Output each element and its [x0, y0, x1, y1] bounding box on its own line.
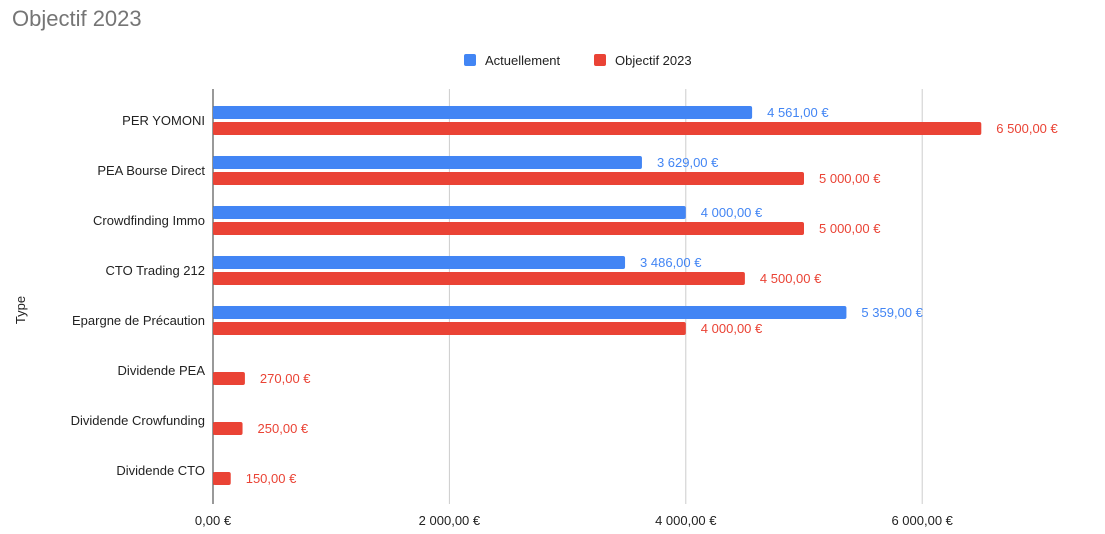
- category-label: Dividende CTO: [116, 463, 205, 478]
- category-label: PEA Bourse Direct: [97, 163, 205, 178]
- category-labels: PER YOMONI PEA Bourse Direct Crowdfinding …: [71, 113, 206, 478]
- bars: [213, 106, 982, 485]
- x-tick-label: 6 000,00 €: [891, 513, 953, 528]
- legend-label: Objectif 2023: [615, 53, 692, 68]
- bar-objectif: [213, 472, 231, 485]
- bar-objectif: [213, 122, 982, 135]
- legend-label: Actuellement: [485, 53, 561, 68]
- category-label: PER YOMONI: [122, 113, 205, 128]
- bar-actuellement: [213, 256, 626, 269]
- data-label: 4 000,00 €: [701, 321, 763, 336]
- data-label: 150,00 €: [246, 471, 297, 486]
- chart-title: Objectif 2023: [12, 6, 142, 31]
- bar-actuellement: [213, 206, 686, 219]
- data-label: 250,00 €: [258, 421, 309, 436]
- category-label: Dividende Crowfunding: [71, 413, 205, 428]
- bar-objectif: [213, 322, 686, 335]
- category-label: Epargne de Précaution: [72, 313, 205, 328]
- bar-objectif: [213, 222, 804, 235]
- data-label: 6 500,00 €: [996, 121, 1058, 136]
- gridlines: [212, 89, 923, 504]
- x-tick-label: 0,00 €: [195, 513, 232, 528]
- bar-actuellement: [213, 106, 753, 119]
- data-labels: 4 561,00 € 3 629,00 € 4 000,00 € 3 486,00 €…: [246, 105, 1059, 486]
- bar-objectif: [213, 172, 804, 185]
- legend-swatch: [464, 54, 476, 66]
- data-label: 4 000,00 €: [701, 205, 763, 220]
- data-label: 4 500,00 €: [760, 271, 822, 286]
- bar-actuellement: [213, 306, 847, 319]
- bar-objectif: [213, 272, 745, 285]
- bar-objectif: [213, 372, 245, 385]
- x-tick-label: 4 000,00 €: [655, 513, 717, 528]
- bar-actuellement: [213, 156, 642, 169]
- x-tick-label: 2 000,00 €: [419, 513, 481, 528]
- data-label: 3 629,00 €: [657, 155, 719, 170]
- data-label: 5 359,00 €: [861, 305, 923, 320]
- y-axis-title: Type: [13, 296, 28, 324]
- category-label: Crowdfinding Immo: [93, 213, 205, 228]
- x-tick-labels: 0,00 € 2 000,00 € 4 000,00 € 6 000,00 €: [195, 513, 954, 528]
- bar-objectif: [213, 422, 243, 435]
- data-label: 5 000,00 €: [819, 221, 881, 236]
- data-label: 270,00 €: [260, 371, 311, 386]
- category-label: Dividende PEA: [118, 363, 206, 378]
- data-label: 5 000,00 €: [819, 171, 881, 186]
- legend: Actuellement Objectif 2023: [464, 53, 692, 68]
- data-label: 3 486,00 €: [640, 255, 702, 270]
- data-label: 4 561,00 €: [767, 105, 829, 120]
- category-label: CTO Trading 212: [106, 263, 205, 278]
- legend-swatch: [594, 54, 606, 66]
